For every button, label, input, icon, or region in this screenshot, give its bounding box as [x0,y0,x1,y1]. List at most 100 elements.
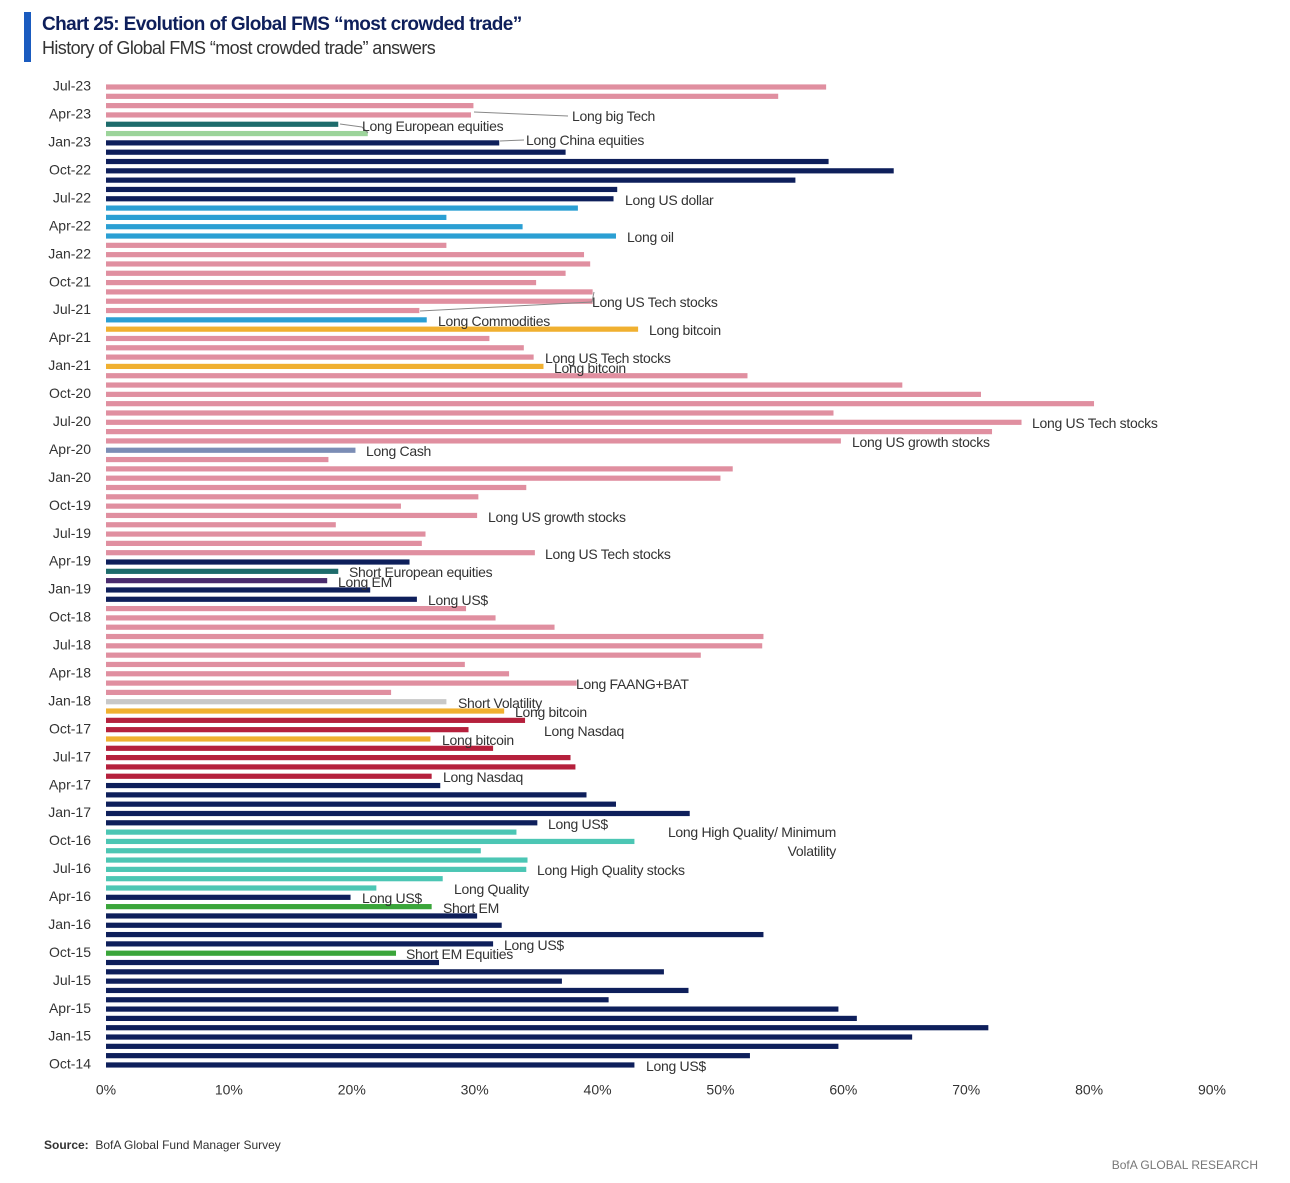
bar [106,270,566,276]
annotation: Long US$ [504,937,564,953]
bar [106,652,701,658]
bar [106,429,993,435]
annotation: Long Nasdaq [544,723,624,739]
bar [106,987,689,994]
bar [106,512,478,519]
x-tick-label: 20% [338,1082,366,1098]
x-tick-label: 40% [584,1082,612,1098]
y-tick-label: Apr-17 [49,776,91,792]
y-tick-label: Oct-20 [49,385,91,401]
y-tick-label: Apr-16 [49,888,91,904]
y-tick-label: Jul-23 [53,78,91,94]
annotation: Long US Tech stocks [545,546,671,562]
x-tick-label: 60% [829,1082,857,1098]
bar [106,857,528,863]
chart-subtitle: History of Global FMS “most crowded trad… [42,38,436,58]
bar [106,93,779,99]
bar [106,689,392,696]
bar [106,1034,913,1040]
bar [106,186,618,193]
bar [106,84,827,90]
bar [106,838,635,845]
annotation: Long Commodities [438,313,550,329]
bar [106,950,397,956]
bar [106,755,571,761]
bar [106,484,527,491]
bar [106,1025,989,1031]
bar [106,307,420,314]
bar [106,149,566,155]
bar [106,363,544,370]
y-tick-label: Oct-18 [49,609,91,625]
brand: BofA GLOBAL RESEARCH [1111,1158,1258,1172]
bar [106,708,505,714]
x-tick-label: 70% [952,1082,980,1098]
bar [106,876,443,882]
annotation: Long US$ [548,816,608,832]
y-tick-label: Jan-15 [48,1028,91,1044]
y-tick-label: Jul-19 [53,525,91,541]
bar [106,447,356,453]
annotation: Long US$ [362,890,422,906]
annotation: Long US growth stocks [852,434,990,450]
y-tick-label: Jul-22 [53,189,91,205]
bar [106,550,535,556]
annotation: Short EM [443,900,499,916]
y-tick-label: Jul-21 [53,301,91,317]
bar [106,373,748,379]
bar [106,820,538,826]
x-tick-label: 50% [706,1082,734,1098]
y-tick-label: Jan-17 [48,804,91,820]
bar [106,605,467,612]
annotation: Long bitcoin [515,704,587,720]
bar [106,103,474,109]
bar [106,680,577,686]
annotation: Long High Quality stocks [537,862,685,878]
x-tick-label: 10% [215,1082,243,1098]
bar [106,829,517,835]
bar [106,401,1095,407]
y-tick-label: Jan-22 [48,245,91,261]
bar [106,475,721,481]
x-tick-label: 30% [461,1082,489,1098]
y-tick-label: Oct-16 [49,832,91,848]
source-label: Source: [44,1138,89,1152]
accent-bar [24,12,31,62]
bar [106,130,368,137]
y-tick-label: Oct-14 [49,1056,91,1072]
bar [106,969,664,975]
bar [106,326,639,332]
bar [106,997,609,1003]
bar [106,317,427,323]
source: Source: BofA Global Fund Manager Survey [44,1138,281,1152]
annotation: Long US growth stocks [488,509,626,525]
leader-line [339,123,363,128]
y-tick-label: Apr-21 [49,329,91,345]
bar [106,112,471,118]
annotation: Long US Tech stocks [592,294,718,310]
bar [106,764,576,770]
bar [106,233,616,239]
annotation: Long bitcoin [649,322,721,338]
bar [106,196,614,202]
bar [106,578,328,584]
y-tick-label: Jul-16 [53,860,91,876]
bar [106,242,447,248]
annotation: Long US dollar [625,192,714,208]
bar [106,745,494,751]
annotation: Long Cash [366,443,432,459]
bar [106,224,523,230]
y-tick-label: Oct-21 [49,273,91,289]
y-tick-label: Jan-16 [48,916,91,932]
annotation: Long EM [338,574,392,590]
bar [106,941,494,947]
bar [106,382,903,388]
annotation: Long FAANG+BAT [576,676,689,692]
bar [106,773,432,779]
y-tick-label: Apr-19 [49,553,91,569]
source-text: BofA Global Fund Manager Survey [95,1138,281,1152]
bar [106,568,339,574]
bar [106,624,555,630]
bar [106,1053,750,1059]
